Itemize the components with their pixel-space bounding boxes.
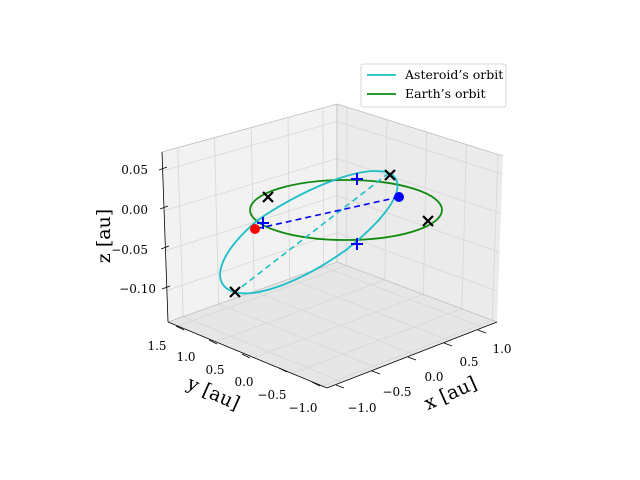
y-tick-label: 0.0 [234,375,253,389]
asteroid-orbit-line [219,170,399,295]
cross-marker [229,286,241,298]
z-tick-label: −0.10 [119,282,156,296]
y-tick-label: 1.5 [147,339,166,353]
gridline [336,120,503,175]
cross-marker [422,215,434,227]
plus-marker [351,238,363,250]
x-tick-label: 0.5 [459,355,478,369]
earth-orbit-line [249,179,443,241]
axis-lines [161,151,498,389]
gridline [336,232,499,292]
gridline [323,266,484,328]
gridline [250,127,255,292]
cross-marker [262,191,274,203]
gridline [289,278,450,341]
legend-frame [360,63,507,108]
grid-lines [162,107,503,387]
axis-ticks [158,166,487,389]
gridline [177,265,347,327]
plus-markers [257,173,363,250]
plus-marker [257,217,269,229]
x-tick-label: −1.0 [347,401,376,415]
gridline [165,195,338,251]
gridline [183,316,343,383]
gridline [461,144,467,309]
gridline [253,294,424,359]
z-tick-label: −0.05 [111,243,148,257]
gridline [218,303,379,369]
x-tick-label: 0.0 [424,370,443,384]
y-tick-label: −1.0 [288,401,317,415]
gridline [166,232,338,291]
pane-edges [161,103,504,323]
gridline [423,132,428,295]
x-tick-label: −0.5 [382,385,411,399]
red-point-marker [250,224,260,234]
z-tick-label: 0.00 [121,203,148,217]
gridline [291,308,462,374]
cross-marker [384,169,396,181]
gridline [491,154,499,321]
plus-marker [351,173,363,185]
y-tick-label: −0.5 [257,388,286,402]
legend: Asteroid’s orbit Earth’s orbit [360,63,507,108]
z-tick-label: 0.05 [121,163,148,177]
gridline [254,291,414,355]
y-tick-label: 1.0 [176,350,195,364]
gridline [163,158,338,212]
back-right-pane [337,104,503,322]
earth-line-of-nodes [254,196,400,230]
legend-label-earth: Earth’s orbit [405,86,486,101]
asteroid-line-of-apsides [234,172,390,293]
gridline [215,279,386,343]
x-tick-label: 1.0 [492,342,511,356]
cross-markers [229,169,434,298]
gridline [336,158,502,214]
gridline [214,137,220,305]
legend-label-asteroid: Asteroid’s orbit [404,67,503,82]
blue-point-marker [394,192,404,202]
y-tick-label: 0.5 [205,363,224,377]
gridline [177,147,184,317]
gridline [287,117,291,279]
z-axis-label: z [au] [93,209,115,263]
gridline [162,120,338,172]
gridline [322,319,493,387]
